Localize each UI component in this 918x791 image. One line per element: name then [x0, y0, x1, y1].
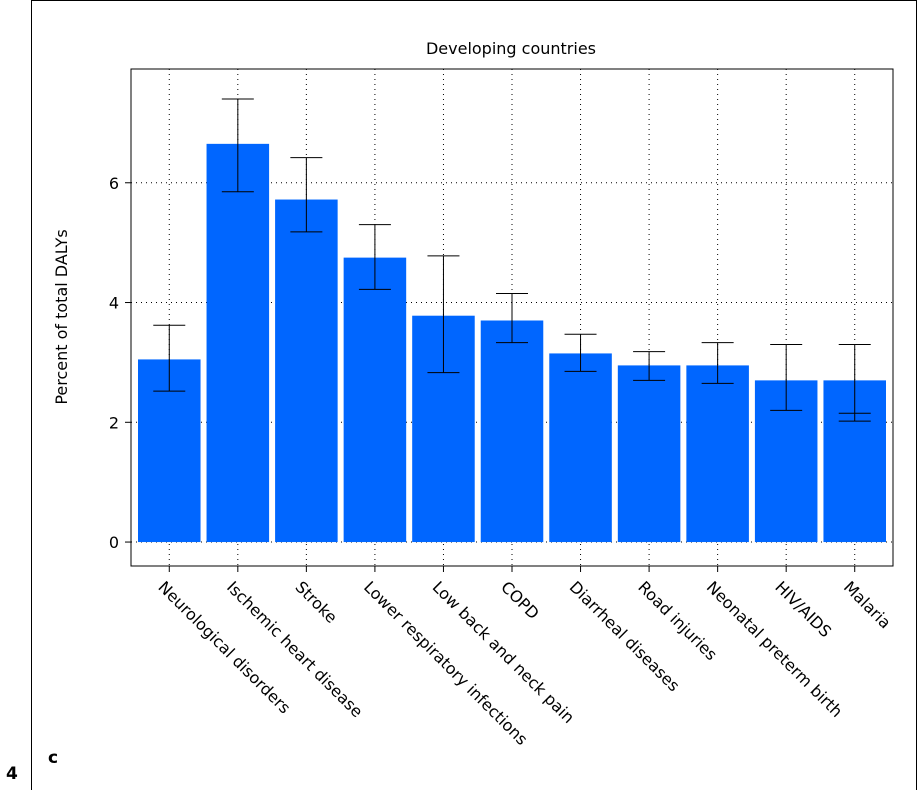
x-tick-label: Malaria [840, 577, 895, 632]
bar [275, 199, 338, 543]
bar [343, 257, 407, 543]
x-tick-label: HIV/AIDS [771, 577, 835, 641]
x-tick-label: Neurological disorders [154, 577, 294, 717]
x-tick-label: Stroke [292, 577, 341, 626]
bar [480, 320, 544, 543]
y-tick-label: 2 [109, 413, 119, 432]
x-tick-label: COPD [497, 577, 543, 623]
x-tick-label: Ischemic heart disease [223, 577, 367, 721]
y-tick-label: 0 [109, 533, 119, 552]
bar [686, 365, 749, 543]
bar [549, 353, 612, 543]
page-number: 4 [6, 764, 18, 784]
x-tick-label: Neonatal preterm birth [703, 577, 847, 721]
y-tick-label: 6 [109, 174, 119, 193]
y-tick-label: 4 [109, 294, 119, 313]
bar [206, 143, 270, 543]
figure-frame [31, 0, 917, 790]
error-bars [153, 98, 871, 422]
panel-label: c [48, 748, 59, 768]
bar [617, 365, 681, 543]
y-axis-ticks: 0 2 4 6 [109, 174, 131, 552]
x-tick-label: Low back and neck pain [429, 577, 579, 727]
y-axis-label: Percent of total DALYs [52, 229, 71, 404]
chart-title: Developing countries [426, 39, 596, 58]
